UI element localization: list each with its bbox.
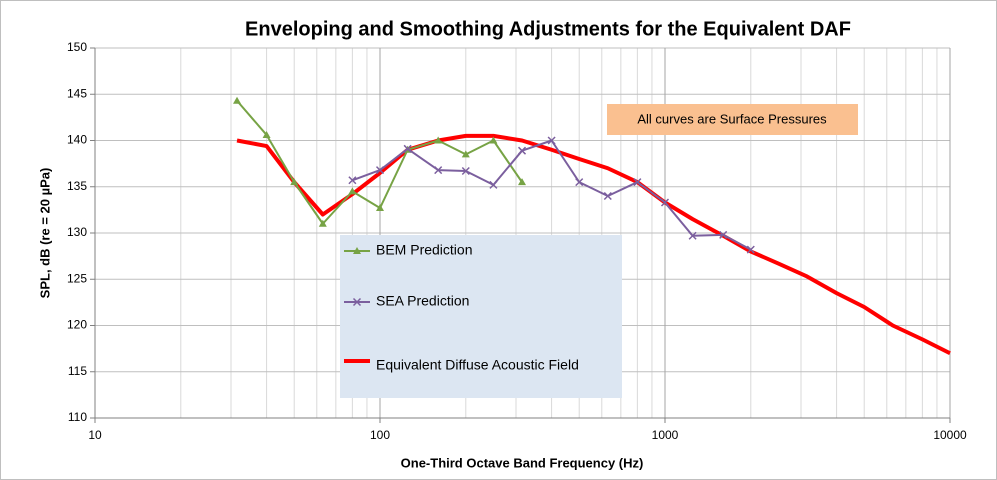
point [434,166,443,175]
point [262,130,271,138]
annotation: All curves are Surface Pressures [637,111,827,126]
point [660,198,670,207]
y-axis-label: SPL, dB (re = 20 µPa) [37,168,52,299]
point [348,176,357,185]
point [376,204,384,212]
point [518,178,527,186]
point [290,178,299,186]
point [517,146,527,155]
y-tick-label: 120 [67,318,87,332]
series [233,96,527,227]
series [236,133,951,356]
x-tick-label: 10000 [933,428,967,442]
line [236,133,951,356]
y-tick-label: 150 [67,40,87,54]
plot [233,96,951,356]
point [547,136,556,145]
point [489,180,498,189]
point [461,150,470,158]
series [348,136,755,254]
y-tick-label: 130 [67,225,87,239]
point [719,230,728,239]
chart-title: Enveloping and Smoothing Adjustments for… [245,18,851,40]
point [375,166,385,175]
x-tick-label: 100 [370,428,390,442]
overlays: All curves are Surface Pressures BEM Pre… [340,104,858,398]
legend-label: SEA Prediction [376,293,469,309]
y-tick-label: 140 [67,133,87,147]
point [633,178,642,187]
point [688,231,697,240]
y-tick-label: 145 [67,86,87,100]
point [348,187,357,195]
legend-label: Equivalent Diffuse Acoustic Field [376,357,579,373]
legend-marker [353,247,361,254]
y-tick-label: 115 [68,364,87,378]
point [434,136,443,144]
annotation-box [607,104,858,135]
y-tick-label: 125 [67,271,87,285]
point [318,219,327,227]
point [575,178,584,187]
x-tick-label: 1000 [652,428,679,442]
legend-marker [352,297,362,307]
point [489,136,498,144]
point [603,191,612,201]
legend [340,235,622,398]
x-tick-label: 10 [88,428,102,442]
x-axis-label: One-Third Octave Band Frequency (Hz) [401,455,644,470]
point [746,245,755,254]
y-tick-label: 110 [68,410,87,424]
point [461,166,470,176]
y-tick-label: 135 [67,179,87,193]
point [403,144,412,153]
legend-label: BEM Prediction [376,242,472,258]
point [233,96,242,104]
